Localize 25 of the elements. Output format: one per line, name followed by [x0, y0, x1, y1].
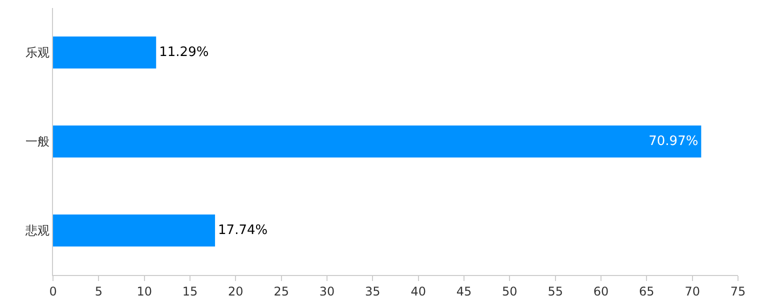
x-tick-label: 30	[319, 284, 335, 298]
y-tick-label: 悲观	[24, 224, 50, 238]
x-tick-label: 25	[274, 284, 289, 298]
x-tick-label: 75	[730, 284, 746, 298]
x-tick-label: 70	[684, 284, 700, 298]
data-label: 17.74%	[218, 223, 268, 238]
x-tick-label: 0	[49, 284, 57, 298]
data-label: 70.97%	[648, 134, 698, 149]
y-tick-label: 一般	[26, 134, 50, 149]
bar	[53, 36, 156, 69]
x-tick-label: 35	[365, 284, 380, 298]
y-tick-label: 乐观	[26, 46, 50, 60]
x-tick-label: 15	[182, 284, 198, 298]
x-tick-label: 5	[94, 284, 102, 298]
x-tick-label: 60	[593, 284, 609, 298]
x-tick-label: 20	[228, 284, 244, 298]
bar	[53, 125, 702, 158]
x-tick-label: 40	[410, 284, 426, 298]
bar	[53, 214, 216, 247]
x-tick-label: 50	[502, 284, 518, 298]
x-tick-label: 10	[136, 284, 152, 298]
x-tick-label: 45	[456, 284, 472, 298]
data-label: 11.29%	[159, 45, 209, 60]
x-tick-label: 55	[548, 284, 563, 298]
x-tick-label: 65	[639, 284, 654, 298]
